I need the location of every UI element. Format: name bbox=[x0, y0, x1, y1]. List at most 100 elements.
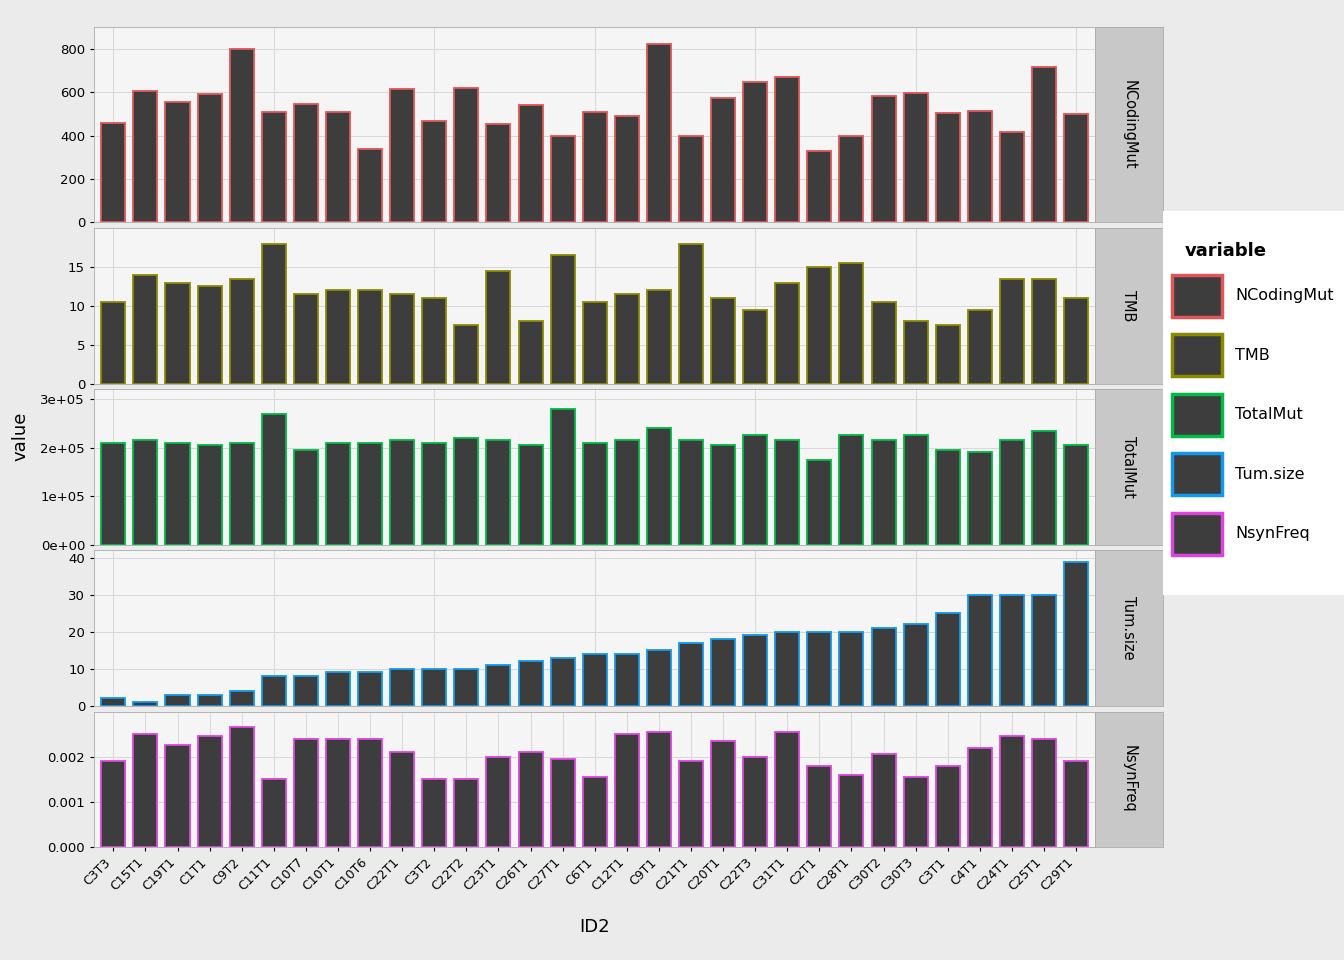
Bar bbox=[198, 695, 222, 706]
Bar bbox=[583, 654, 606, 706]
Bar bbox=[935, 450, 960, 544]
Bar bbox=[422, 669, 446, 706]
Bar bbox=[358, 672, 382, 706]
Bar bbox=[390, 89, 414, 223]
Bar bbox=[711, 98, 735, 223]
Bar bbox=[1032, 67, 1056, 223]
Bar bbox=[101, 761, 125, 847]
FancyBboxPatch shape bbox=[1172, 453, 1223, 495]
Bar bbox=[903, 777, 927, 847]
Bar bbox=[614, 295, 638, 384]
Bar bbox=[968, 452, 992, 544]
Bar bbox=[327, 672, 349, 706]
Bar bbox=[422, 443, 446, 544]
Bar bbox=[487, 124, 511, 223]
Bar bbox=[551, 758, 575, 847]
Bar bbox=[262, 676, 286, 706]
Bar bbox=[646, 428, 671, 544]
Bar bbox=[133, 734, 157, 847]
Text: TMB: TMB bbox=[1121, 290, 1137, 322]
Text: NCodingMut: NCodingMut bbox=[1121, 80, 1137, 170]
Bar bbox=[551, 255, 575, 384]
Bar bbox=[871, 755, 895, 847]
Bar bbox=[935, 613, 960, 706]
Bar bbox=[583, 777, 606, 847]
Bar bbox=[165, 282, 190, 384]
Bar bbox=[808, 460, 832, 544]
Bar bbox=[583, 302, 606, 384]
Bar bbox=[711, 639, 735, 706]
Bar bbox=[165, 745, 190, 847]
Bar bbox=[711, 741, 735, 847]
Bar bbox=[262, 111, 286, 223]
Bar bbox=[1000, 132, 1024, 223]
Bar bbox=[646, 650, 671, 706]
Bar bbox=[743, 310, 767, 384]
Bar bbox=[230, 728, 254, 847]
Bar bbox=[198, 286, 222, 384]
Bar bbox=[679, 244, 703, 384]
Bar bbox=[679, 441, 703, 544]
Text: NsynFreq: NsynFreq bbox=[1121, 745, 1137, 813]
Bar bbox=[903, 624, 927, 706]
Bar bbox=[551, 135, 575, 223]
Bar bbox=[903, 322, 927, 384]
Bar bbox=[775, 441, 800, 544]
Bar bbox=[679, 135, 703, 223]
Bar bbox=[358, 738, 382, 847]
Bar bbox=[968, 595, 992, 706]
Bar bbox=[358, 290, 382, 384]
Bar bbox=[454, 438, 478, 544]
Bar bbox=[775, 77, 800, 223]
Bar bbox=[935, 325, 960, 384]
Bar bbox=[614, 734, 638, 847]
Bar bbox=[808, 632, 832, 706]
Bar bbox=[1064, 445, 1089, 544]
Text: value: value bbox=[11, 412, 30, 462]
Bar bbox=[165, 102, 190, 223]
Bar bbox=[583, 111, 606, 223]
Bar bbox=[390, 669, 414, 706]
Bar bbox=[646, 44, 671, 223]
Bar bbox=[294, 738, 319, 847]
Bar bbox=[390, 752, 414, 847]
Text: TotalMut: TotalMut bbox=[1121, 436, 1137, 498]
Bar bbox=[519, 322, 543, 384]
Bar bbox=[743, 83, 767, 223]
Bar bbox=[422, 299, 446, 384]
Bar bbox=[1032, 431, 1056, 544]
Bar bbox=[1064, 299, 1089, 384]
Bar bbox=[390, 441, 414, 544]
Bar bbox=[871, 302, 895, 384]
Bar bbox=[101, 443, 125, 544]
Bar bbox=[614, 116, 638, 223]
Bar bbox=[871, 441, 895, 544]
Bar bbox=[133, 702, 157, 706]
Bar bbox=[743, 756, 767, 847]
Bar bbox=[1032, 738, 1056, 847]
FancyBboxPatch shape bbox=[1172, 513, 1223, 555]
FancyBboxPatch shape bbox=[1172, 334, 1223, 376]
Bar bbox=[679, 761, 703, 847]
Bar bbox=[454, 325, 478, 384]
Bar bbox=[743, 636, 767, 706]
Bar bbox=[840, 775, 863, 847]
Bar bbox=[519, 752, 543, 847]
Text: Tum.size: Tum.size bbox=[1235, 467, 1305, 482]
Bar bbox=[968, 110, 992, 223]
Text: variable: variable bbox=[1184, 242, 1266, 260]
Bar bbox=[968, 310, 992, 384]
Bar bbox=[262, 244, 286, 384]
Bar bbox=[614, 441, 638, 544]
Bar bbox=[775, 632, 800, 706]
Bar bbox=[487, 441, 511, 544]
Bar bbox=[840, 135, 863, 223]
Text: Tum.size: Tum.size bbox=[1121, 596, 1137, 660]
Bar bbox=[133, 441, 157, 544]
Bar bbox=[327, 111, 349, 223]
Bar bbox=[1032, 595, 1056, 706]
Bar bbox=[646, 290, 671, 384]
Bar bbox=[487, 756, 511, 847]
Bar bbox=[230, 691, 254, 706]
Bar bbox=[775, 732, 800, 847]
